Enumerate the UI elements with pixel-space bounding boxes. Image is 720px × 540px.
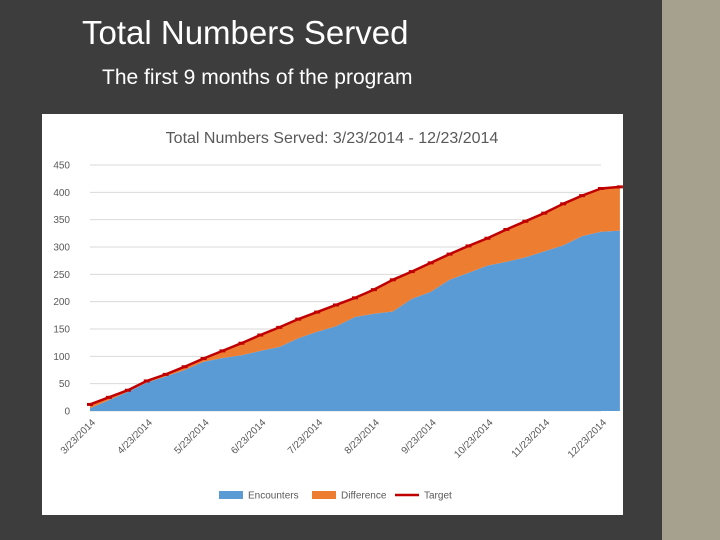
y-axis: 0 50 100 150 200 250 300 350 400 450	[53, 161, 70, 418]
y-tick-label: 250	[53, 270, 70, 281]
y-tick-label: 350	[53, 215, 70, 226]
legend: Encounters Difference Target	[219, 491, 452, 502]
x-tick-label: 9/23/2014	[400, 417, 440, 457]
x-tick-label: 10/23/2014	[452, 417, 495, 460]
y-tick-label: 100	[53, 352, 70, 363]
x-tick-label: 5/23/2014	[172, 417, 212, 457]
slide-title: Total Numbers Served	[82, 14, 409, 51]
chart-card: Total Numbers Served: 3/23/2014 - 12/23/…	[42, 114, 623, 515]
y-tick-label: 450	[53, 161, 70, 172]
x-tick-label: 12/23/2014	[566, 417, 609, 460]
x-tick-label: 6/23/2014	[229, 417, 269, 457]
series-encounters-area	[90, 230, 620, 411]
y-tick-label: 0	[64, 407, 70, 418]
area-chart: Total Numbers Served: 3/23/2014 - 12/23/…	[53, 130, 623, 502]
legend-label: Target	[424, 491, 452, 502]
x-tick-label: 4/23/2014	[116, 417, 156, 457]
plot-area	[87, 185, 623, 411]
y-tick-label: 400	[53, 188, 70, 199]
y-tick-label: 50	[59, 379, 71, 390]
slide-subtitle: The first 9 months of the program	[102, 66, 413, 89]
legend-swatch	[219, 491, 243, 499]
side-accent-strip	[662, 0, 720, 540]
y-tick-label: 200	[53, 297, 70, 308]
x-tick-label: 7/23/2014	[286, 417, 326, 457]
x-axis: 3/23/2014 4/23/2014 5/23/2014 6/23/2014 7/23…	[59, 417, 610, 460]
series-difference-area	[90, 186, 620, 409]
x-tick-label: 11/23/2014	[510, 417, 553, 460]
x-tick-label: 3/23/2014	[59, 417, 99, 457]
legend-swatch	[312, 491, 336, 499]
chart-title: Total Numbers Served: 3/23/2014 - 12/23/…	[166, 130, 499, 147]
legend-encounters: Encounters	[219, 491, 299, 502]
legend-label: Difference	[341, 491, 387, 502]
legend-target: Target	[395, 491, 452, 502]
legend-difference: Difference	[312, 491, 387, 502]
y-tick-label: 150	[53, 325, 70, 336]
legend-label: Encounters	[248, 491, 299, 502]
x-tick-label: 8/23/2014	[343, 417, 383, 457]
y-tick-label: 300	[53, 243, 70, 254]
